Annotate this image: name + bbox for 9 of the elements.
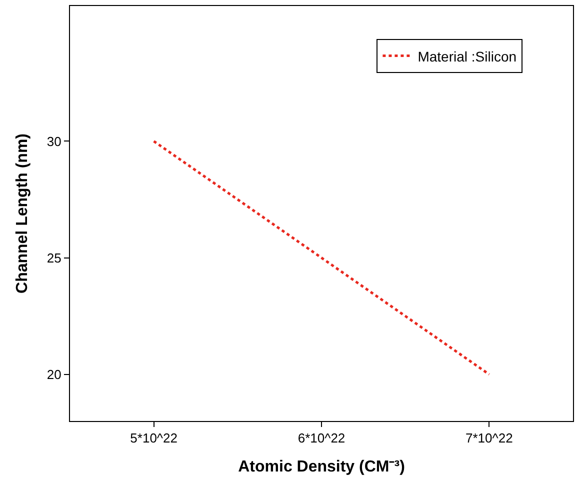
y-tick-label: 30 — [46, 134, 62, 149]
x-axis-title: Atomic Density (CM⁻³) — [238, 458, 405, 476]
y-tick-label: 25 — [46, 250, 62, 266]
x-tick-label: 7*10^22 — [466, 430, 513, 446]
y-tick-label: 20 — [46, 366, 62, 382]
x-tick-label: 6*10^22 — [298, 430, 346, 446]
x-tick-label: 5*10^22 — [130, 430, 178, 446]
legend-label: Material :Silicon — [418, 48, 517, 64]
y-axis-title: Channel Length (nm) — [14, 134, 31, 294]
